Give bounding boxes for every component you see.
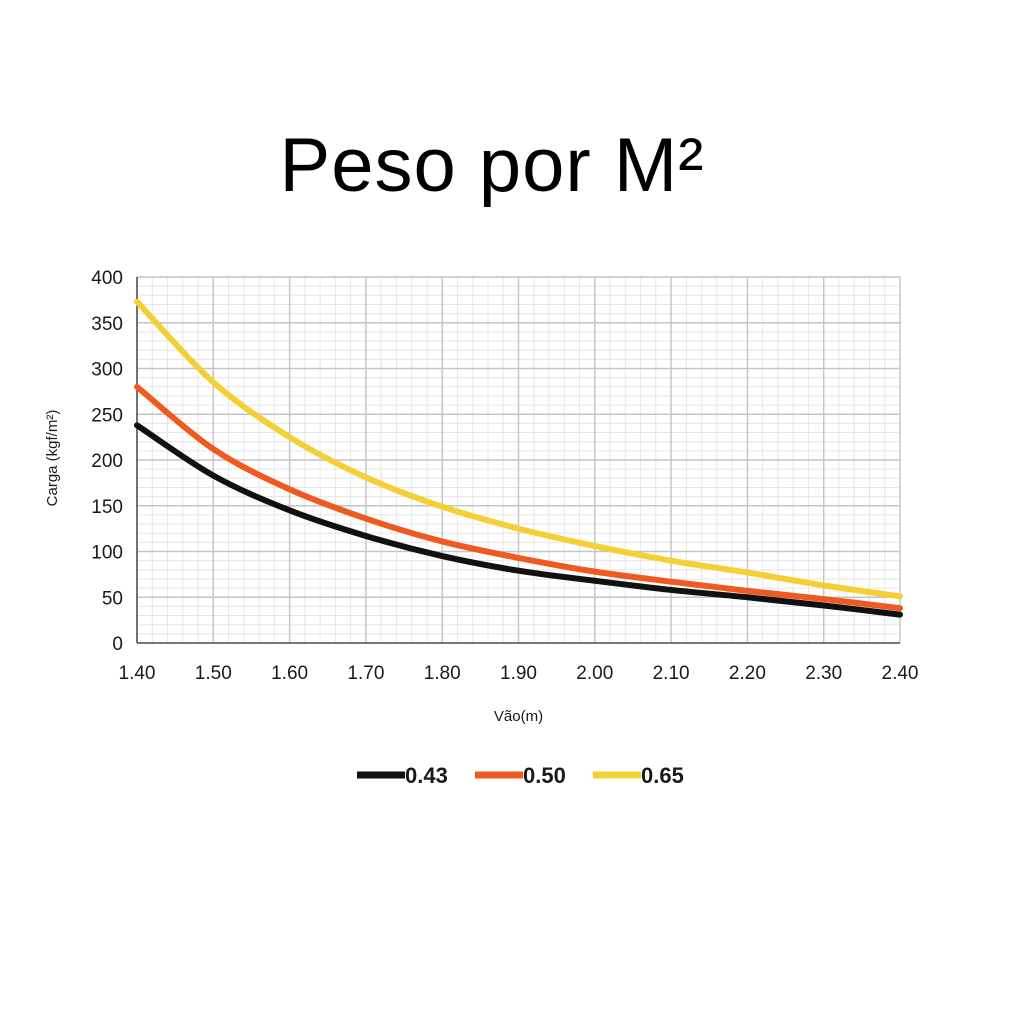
series-lines <box>134 298 903 618</box>
grid-lines <box>136 276 901 644</box>
y-tick-label: 400 <box>91 268 123 289</box>
legend-label-0.43: 0.43 <box>405 763 448 788</box>
y-tick-label: 100 <box>91 543 123 564</box>
tick-labels: 1.40 1.50 1.60 1.70 1.80 1.90 2.00 2.10 2.20 2.30… <box>91 268 918 684</box>
x-tick-label: 1.90 <box>500 663 537 684</box>
y-tick-label: 250 <box>91 405 123 426</box>
x-axis-title: Vão(m) <box>494 708 543 725</box>
y-tick-label: 350 <box>91 314 123 335</box>
x-tick-label: 1.50 <box>195 663 232 684</box>
series-line-0.50 <box>134 383 903 612</box>
legend: 0.43 0.50 0.65 <box>357 763 684 788</box>
y-tick-label: 200 <box>91 451 123 472</box>
x-tick-label: 1.40 <box>119 663 156 684</box>
page-title: Peso por M² <box>279 123 705 208</box>
legend-label-0.50: 0.50 <box>523 763 566 788</box>
series-line-0.65 <box>134 298 903 600</box>
legend-label-0.65: 0.65 <box>641 763 684 788</box>
series-line-0.43 <box>134 422 903 618</box>
axes <box>136 277 900 644</box>
x-tick-label: 2.00 <box>576 663 613 684</box>
x-tick-label: 2.30 <box>805 663 842 684</box>
y-tick-label: 300 <box>91 360 123 381</box>
x-tick-label: 1.70 <box>347 663 384 684</box>
y-tick-label: 0 <box>112 634 123 655</box>
y-tick-label: 50 <box>102 588 123 609</box>
y-axis-title: Carga (kgf/m²) <box>44 410 61 507</box>
x-tick-label: 1.60 <box>271 663 308 684</box>
x-tick-label: 2.10 <box>653 663 690 684</box>
x-tick-label: 2.40 <box>882 663 919 684</box>
y-tick-label: 150 <box>91 497 123 518</box>
x-tick-label: 1.80 <box>424 663 461 684</box>
x-tick-label: 2.20 <box>729 663 766 684</box>
